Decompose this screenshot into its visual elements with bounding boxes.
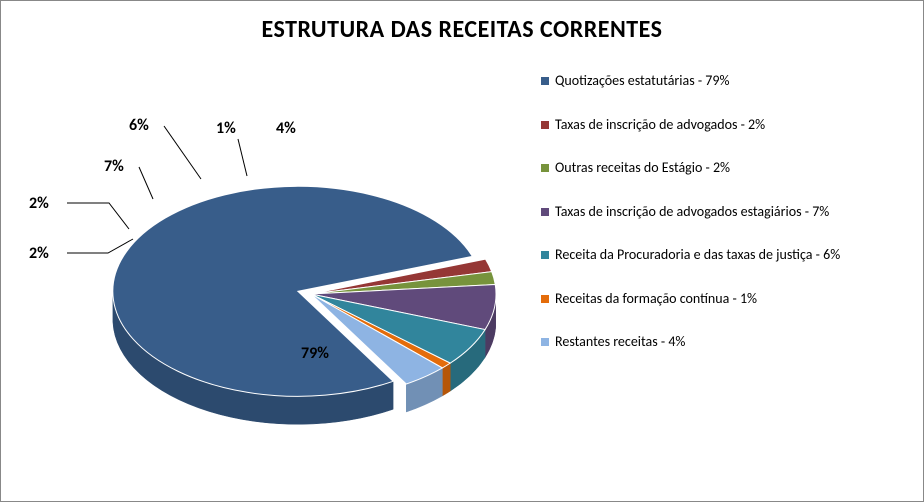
legend-label: Restantes receitas - 4% bbox=[555, 333, 685, 351]
chart-frame: ESTRUTURA DAS RECEITAS CORRENTES 79% 2% 2%… bbox=[0, 0, 924, 502]
legend-marker bbox=[541, 295, 549, 303]
legend-item: Quotizações estatutárias - 79% bbox=[541, 72, 913, 90]
legend: Quotizações estatutárias - 79% Taxas de i… bbox=[541, 44, 923, 494]
legend-item: Taxas de inscrição de advogados estagiár… bbox=[541, 203, 913, 221]
leader-line bbox=[67, 203, 129, 229]
legend-label: Receita da Procuradoria e das taxas de j… bbox=[555, 246, 840, 264]
legend-label: Outras receitas do Estágio - 2% bbox=[555, 159, 730, 177]
data-label: 6% bbox=[129, 116, 149, 135]
data-label: 4% bbox=[276, 119, 296, 138]
data-label: 79% bbox=[301, 344, 329, 363]
legend-item: Restantes receitas - 4% bbox=[541, 333, 913, 351]
pie-area: 79% 2% 2% 7% 6% 1% 4% bbox=[1, 44, 541, 494]
legend-label: Taxas de inscrição de advogados estagiár… bbox=[555, 203, 829, 221]
chart-body: 79% 2% 2% 7% 6% 1% 4% Quotizações estatutárias… bbox=[1, 44, 923, 494]
data-label: 2% bbox=[29, 194, 49, 213]
leader-line bbox=[139, 167, 153, 199]
leader-line bbox=[67, 239, 133, 253]
data-label: 7% bbox=[104, 157, 124, 176]
legend-item: Outras receitas do Estágio - 2% bbox=[541, 159, 913, 177]
pie-side bbox=[442, 363, 450, 396]
leader-line bbox=[164, 126, 201, 179]
legend-item: Taxas de inscrição de advogados - 2% bbox=[541, 116, 913, 134]
legend-label: Taxas de inscrição de advogados - 2% bbox=[555, 116, 765, 134]
legend-marker bbox=[541, 77, 549, 85]
legend-marker bbox=[541, 251, 549, 259]
legend-label: Receitas da formação contínua - 1% bbox=[555, 290, 757, 308]
legend-item: Receitas da formação contínua - 1% bbox=[541, 290, 913, 308]
legend-label: Quotizações estatutárias - 79% bbox=[555, 72, 730, 90]
data-label: 2% bbox=[29, 244, 49, 263]
leader-line bbox=[238, 139, 247, 176]
legend-marker bbox=[541, 338, 549, 346]
legend-marker bbox=[541, 164, 549, 172]
pie-chart bbox=[1, 44, 541, 496]
legend-marker bbox=[541, 121, 549, 129]
chart-title: ESTRUTURA DAS RECEITAS CORRENTES bbox=[1, 1, 923, 44]
legend-item: Receita da Procuradoria e das taxas de j… bbox=[541, 246, 913, 264]
legend-marker bbox=[541, 208, 549, 216]
data-label: 1% bbox=[216, 119, 236, 138]
